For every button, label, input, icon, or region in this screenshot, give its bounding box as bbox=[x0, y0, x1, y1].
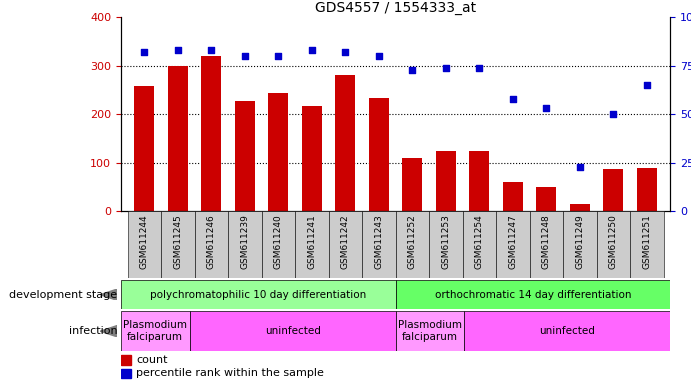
Bar bbox=[121, 355, 131, 364]
Bar bbox=[369, 98, 389, 211]
Bar bbox=[637, 167, 657, 211]
Bar bbox=[302, 106, 322, 211]
Bar bbox=[429, 211, 462, 278]
Bar bbox=[121, 311, 189, 351]
Point bbox=[206, 47, 217, 53]
Text: GSM611249: GSM611249 bbox=[576, 215, 585, 269]
Text: polychromatophilic 10 day differentiation: polychromatophilic 10 day differentiatio… bbox=[150, 290, 366, 300]
Bar bbox=[503, 182, 523, 211]
Bar bbox=[235, 101, 255, 211]
Bar bbox=[563, 211, 596, 278]
Bar bbox=[596, 211, 630, 278]
Point bbox=[407, 66, 418, 73]
Bar bbox=[496, 211, 529, 278]
Bar bbox=[161, 211, 195, 278]
Text: development stage: development stage bbox=[10, 290, 117, 300]
Text: Plasmodium
falciparum: Plasmodium falciparum bbox=[123, 320, 187, 342]
Text: GSM611243: GSM611243 bbox=[375, 215, 384, 269]
Bar bbox=[195, 211, 228, 278]
Bar bbox=[134, 86, 154, 211]
Bar bbox=[189, 311, 395, 351]
Text: GSM611253: GSM611253 bbox=[442, 215, 451, 270]
Point bbox=[139, 49, 150, 55]
Text: GSM611250: GSM611250 bbox=[609, 215, 618, 270]
Bar bbox=[469, 151, 489, 211]
Point bbox=[574, 164, 585, 170]
Text: infection: infection bbox=[69, 326, 117, 336]
Bar bbox=[402, 158, 422, 211]
Bar bbox=[603, 169, 623, 211]
Bar bbox=[536, 187, 556, 211]
Text: GSM611245: GSM611245 bbox=[173, 215, 182, 269]
Text: GSM611247: GSM611247 bbox=[509, 215, 518, 269]
Text: GSM611241: GSM611241 bbox=[307, 215, 316, 269]
Bar bbox=[335, 75, 355, 211]
Bar bbox=[128, 211, 161, 278]
Point bbox=[273, 53, 284, 59]
Point bbox=[608, 111, 619, 118]
Bar bbox=[329, 211, 362, 278]
Bar bbox=[201, 56, 221, 211]
Bar bbox=[268, 93, 288, 211]
Text: GSM611254: GSM611254 bbox=[475, 215, 484, 269]
Text: count: count bbox=[136, 355, 167, 365]
Polygon shape bbox=[100, 325, 117, 337]
Point bbox=[172, 47, 183, 53]
Text: Plasmodium
falciparum: Plasmodium falciparum bbox=[398, 320, 462, 342]
Bar bbox=[395, 211, 429, 278]
Point bbox=[239, 53, 250, 59]
Bar bbox=[121, 369, 131, 378]
Bar bbox=[362, 211, 395, 278]
Point bbox=[306, 47, 317, 53]
Text: GSM611244: GSM611244 bbox=[140, 215, 149, 269]
Bar bbox=[436, 151, 456, 211]
Point bbox=[541, 105, 552, 111]
Text: uninfected: uninfected bbox=[265, 326, 321, 336]
Text: GSM611239: GSM611239 bbox=[240, 215, 249, 270]
Bar bbox=[570, 204, 590, 211]
Point bbox=[340, 49, 351, 55]
Text: orthochromatic 14 day differentiation: orthochromatic 14 day differentiation bbox=[435, 290, 631, 300]
Text: GSM611251: GSM611251 bbox=[643, 215, 652, 270]
Bar bbox=[462, 211, 496, 278]
Point bbox=[440, 65, 451, 71]
Text: uninfected: uninfected bbox=[540, 326, 595, 336]
Text: GSM611242: GSM611242 bbox=[341, 215, 350, 269]
Bar bbox=[262, 211, 295, 278]
Point bbox=[641, 82, 652, 88]
Bar bbox=[529, 211, 563, 278]
Text: GSM611252: GSM611252 bbox=[408, 215, 417, 269]
Text: percentile rank within the sample: percentile rank within the sample bbox=[136, 368, 324, 379]
Bar bbox=[630, 211, 663, 278]
Bar bbox=[395, 280, 670, 309]
Text: GSM611248: GSM611248 bbox=[542, 215, 551, 269]
Point bbox=[507, 96, 518, 102]
Bar bbox=[395, 311, 464, 351]
Text: GSM611240: GSM611240 bbox=[274, 215, 283, 269]
Title: GDS4557 / 1554333_at: GDS4557 / 1554333_at bbox=[315, 1, 476, 15]
Point bbox=[373, 53, 384, 59]
Bar bbox=[228, 211, 262, 278]
Bar bbox=[295, 211, 329, 278]
Point bbox=[474, 65, 485, 71]
Bar bbox=[121, 280, 395, 309]
Bar bbox=[168, 66, 188, 211]
Bar bbox=[464, 311, 670, 351]
Polygon shape bbox=[100, 289, 117, 300]
Text: GSM611246: GSM611246 bbox=[207, 215, 216, 269]
